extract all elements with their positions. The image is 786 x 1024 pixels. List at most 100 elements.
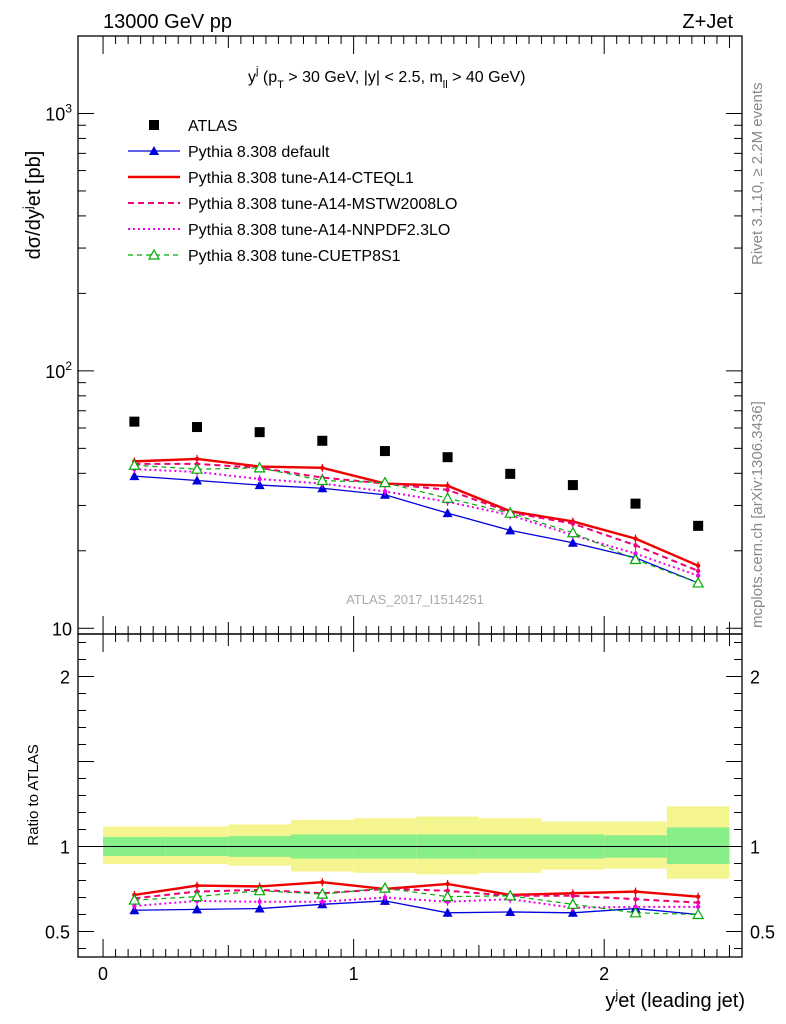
y-tick-label: 102 (45, 359, 72, 382)
ratio-ylabel: Ratio to ATLAS (25, 744, 42, 845)
atlas-data-point (254, 427, 265, 438)
analysis-label: ATLAS_2017_I1514251 (346, 592, 484, 607)
ratio-series-5-marker (253, 884, 266, 896)
ratio-series-4-marker (257, 899, 262, 904)
mc-series-2-marker (633, 536, 638, 541)
ratio-panel: 0.5 0.5 1 1 2 2 0 1 2 (45, 633, 775, 984)
legend-label: Pythia 8.308 tune-A14-MSTW2008LO (188, 196, 457, 213)
mc-series-2-marker (695, 563, 701, 568)
ratio-series-2-marker (695, 894, 701, 899)
ratio-series-1-marker (254, 903, 265, 913)
ratio-series-4-marker (320, 899, 325, 904)
mc-series-5-marker (566, 526, 579, 538)
y-tick-label: 10 (52, 619, 72, 639)
x-tick-label: 2 (599, 964, 609, 984)
mc-series-4-marker (382, 489, 388, 494)
mc-series-5-marker (504, 506, 517, 518)
ratio-series-4-marker (382, 895, 388, 900)
legend-label: Pythia 8.308 tune-CUETP8S1 (188, 248, 401, 265)
x-axis-label: yjet (leading jet) (605, 987, 745, 1012)
atlas-data-point (505, 468, 516, 479)
main-panel: 10 102 103 (45, 35, 743, 639)
atlas-data-point (317, 435, 328, 446)
ratio-series-3-marker (633, 897, 638, 902)
ratio-series-2-marker (320, 880, 325, 885)
mc-series-5-marker (253, 461, 266, 473)
mc-series-2-marker (194, 456, 200, 462)
mc-series-5-marker (629, 553, 642, 565)
mc-series-1-marker (254, 480, 265, 490)
atlas-data-point (442, 452, 453, 463)
legend-marker (147, 248, 161, 260)
ratio-series-2-line (134, 880, 699, 898)
mc-series-4-marker (257, 476, 262, 482)
ratio-y-tick-label-right: 2 (750, 668, 760, 688)
x-tick-label: 0 (98, 964, 108, 984)
mc-series-5-marker (128, 458, 141, 470)
mc-series-5-marker (190, 462, 204, 474)
mc-series-1-marker (442, 508, 453, 518)
mc-series-1-marker (567, 537, 578, 547)
mc-series-1-marker (192, 475, 203, 485)
y-tick-label: 103 (45, 101, 72, 124)
energy-label: 13000 GeV pp (103, 11, 232, 33)
legend-marker (149, 146, 159, 155)
legend-label: ATLAS (188, 118, 238, 135)
mc-series-1-marker (317, 483, 328, 493)
mc-series-4-marker (695, 573, 701, 578)
ratio-series-5-marker (504, 889, 517, 901)
ratio-series-5-marker (190, 890, 204, 902)
legend-label: Pythia 8.308 default (188, 144, 330, 161)
x-tick-label: 1 (349, 964, 359, 984)
ratio-series-2-marker (194, 883, 200, 888)
ratio-series-4-line (134, 896, 699, 909)
main-title: yj (pT > 30 GeV, |y| < 2.5, mll > 40 GeV… (248, 65, 526, 91)
ratio-series-5-marker (316, 887, 329, 899)
ratio-y-tick-label: 2 (60, 668, 70, 688)
main-ylabel: dσ/dyjet [pb] (20, 151, 45, 260)
mc-series-3-marker (633, 543, 638, 548)
ratio-series-1-marker (192, 904, 203, 914)
ratio-y-tick-label-right: 1 (750, 838, 760, 858)
ratio-frame (77, 633, 743, 958)
mc-series-2-line (134, 457, 699, 567)
mc-series-5-marker (378, 476, 391, 488)
ratio-series-3-marker (695, 900, 701, 905)
main-frame (77, 35, 743, 635)
ratio-series-3-line (134, 887, 699, 904)
ratio-series-5-marker (128, 893, 141, 905)
rivet-label: Rivet 3.1.10, ≥ 2.2M events (749, 83, 766, 266)
atlas-data-point (630, 498, 641, 509)
mc-series-5-marker (316, 474, 329, 486)
ratio-series-3-marker (570, 893, 576, 898)
atlas-data-point (567, 480, 578, 491)
ratio-series-2-marker (445, 881, 450, 887)
ratio-y-tick-label: 1 (60, 838, 70, 858)
mc-series-5-line (134, 464, 699, 584)
ratio-series-4-marker (695, 904, 701, 910)
legend: ATLAS Pythia 8.308 default Pythia 8.308 tu… (128, 118, 457, 265)
legend-marker-atlas (149, 120, 159, 130)
ratio-series-5-line (134, 887, 699, 916)
mc-series-3-marker (695, 568, 701, 574)
ratio-y-tick-label-right: 0.5 (750, 923, 775, 943)
ratio-series-5-marker (566, 898, 579, 909)
ratio-series-1-marker (505, 906, 516, 916)
mc-series-2-marker (445, 483, 450, 488)
mc-series-3-marker (445, 487, 450, 493)
mc-series-1-line (134, 475, 699, 584)
ratio-series-5-marker (378, 881, 391, 893)
legend-label: Pythia 8.308 tune-A14-CTEQL1 (188, 170, 414, 187)
ratio-series-5-marker (441, 890, 454, 902)
ratio-series-1-marker (442, 907, 453, 917)
ratio-series-1-marker (567, 907, 578, 917)
ratio-series-2-marker (633, 889, 638, 894)
mc-series-5-marker (692, 576, 705, 588)
legend-label: Pythia 8.308 tune-A14-NNPDF2.3LO (188, 222, 450, 239)
mc-series-2-marker (320, 465, 325, 471)
ratio-series-5-marker (692, 908, 705, 920)
ratio-y-tick-label: 0.5 (45, 923, 70, 943)
mc-series-3-line (134, 462, 699, 572)
atlas-data-point (192, 422, 203, 433)
